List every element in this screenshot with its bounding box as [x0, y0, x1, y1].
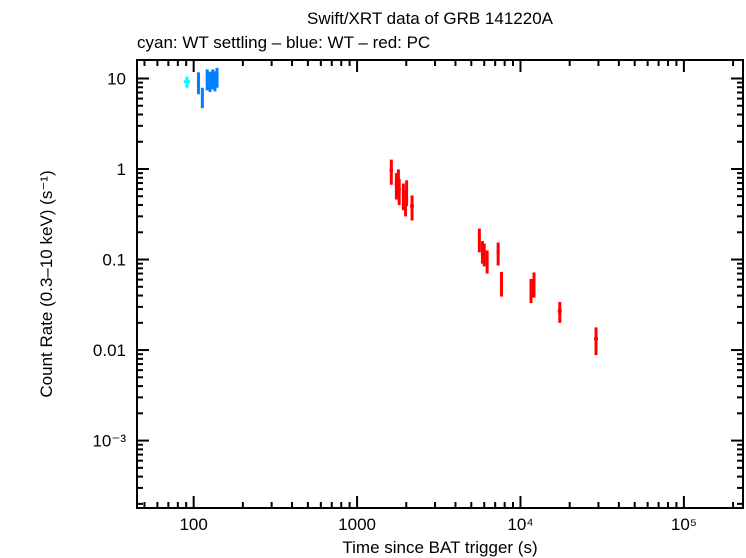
chart-subtitle: cyan: WT settling – blue: WT – red: PC	[137, 33, 430, 52]
data-point	[557, 301, 562, 323]
data-point	[200, 87, 204, 109]
data-point	[397, 178, 401, 206]
data-point	[477, 228, 481, 253]
x-tick-label: 1000	[338, 515, 376, 534]
data-point	[529, 278, 533, 304]
x-axis-label: Time since BAT trigger (s)	[342, 538, 537, 557]
y-tick-label: 0.1	[102, 251, 126, 270]
data-point	[410, 195, 414, 221]
data-point	[183, 76, 191, 88]
plot-border	[136, 59, 744, 509]
chart-title: Swift/XRT data of GRB 141220A	[307, 9, 554, 28]
x-tick-label: 100	[179, 515, 207, 534]
x-tick-label: 10⁵	[671, 515, 697, 534]
data-point	[389, 159, 394, 185]
data-point	[215, 67, 219, 88]
y-tick-label: 10⁻³	[92, 432, 126, 451]
data-point	[405, 180, 409, 207]
y-axis-label: Count Rate (0.3–10 keV) (s⁻¹)	[37, 170, 56, 397]
data-point	[496, 242, 500, 266]
data-point	[208, 71, 212, 92]
y-tick-label: 0.01	[93, 341, 126, 360]
data-point	[532, 272, 536, 298]
data-point	[485, 250, 489, 274]
series-pc	[389, 159, 598, 356]
tick-labels: 100 1000 10⁴ 10⁵ 10 1 0.1 0.01 10⁻³	[92, 69, 696, 534]
axis-ticks	[137, 60, 743, 508]
data-points	[183, 67, 598, 356]
data-point	[196, 72, 200, 95]
data-point	[205, 69, 209, 91]
y-tick-label: 1	[117, 160, 126, 179]
data-point	[499, 271, 503, 297]
plot-frame	[136, 59, 744, 509]
x-tick-label: 10⁴	[507, 515, 533, 534]
series-wt-settling	[183, 76, 191, 88]
data-point	[594, 327, 598, 356]
data-point	[482, 243, 486, 267]
series-wt	[196, 67, 219, 109]
y-tick-label: 10	[107, 69, 126, 88]
